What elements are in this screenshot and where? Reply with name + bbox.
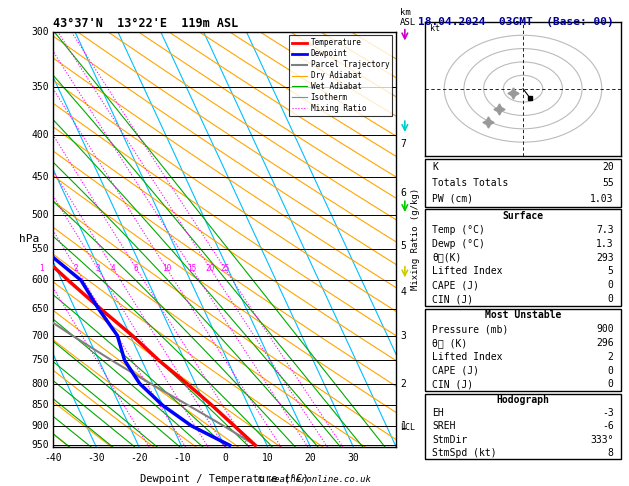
Text: Dewp (°C): Dewp (°C) <box>433 239 486 249</box>
Text: Temp (°C): Temp (°C) <box>433 225 486 235</box>
Text: 1: 1 <box>39 264 43 273</box>
Text: 8: 8 <box>608 448 613 458</box>
Text: 1: 1 <box>401 421 406 431</box>
Text: 500: 500 <box>31 210 49 220</box>
Text: Dewpoint / Temperature (°C): Dewpoint / Temperature (°C) <box>140 474 309 484</box>
Text: StmDir: StmDir <box>433 434 468 445</box>
Text: -40: -40 <box>45 453 62 463</box>
Text: 750: 750 <box>31 355 49 365</box>
Legend: Temperature, Dewpoint, Parcel Trajectory, Dry Adiabat, Wet Adiabat, Isotherm, Mi: Temperature, Dewpoint, Parcel Trajectory… <box>289 35 392 116</box>
Text: SREH: SREH <box>433 421 456 432</box>
Text: Most Unstable: Most Unstable <box>485 311 561 320</box>
Text: 7.3: 7.3 <box>596 225 613 235</box>
Text: CIN (J): CIN (J) <box>433 294 474 304</box>
Text: -6: -6 <box>602 421 613 432</box>
Text: θᴇ(K): θᴇ(K) <box>433 253 462 262</box>
Text: 10: 10 <box>262 453 274 463</box>
Text: EH: EH <box>433 408 444 418</box>
Text: 6: 6 <box>134 264 138 273</box>
Text: 6: 6 <box>401 188 406 198</box>
Text: 2: 2 <box>401 379 406 389</box>
Text: 2: 2 <box>608 352 613 362</box>
Text: Pressure (mb): Pressure (mb) <box>433 324 509 334</box>
Text: StmSpd (kt): StmSpd (kt) <box>433 448 497 458</box>
Text: 1.03: 1.03 <box>590 194 613 204</box>
Text: 800: 800 <box>31 379 49 389</box>
Text: 400: 400 <box>31 130 49 140</box>
Text: 900: 900 <box>31 421 49 431</box>
Text: km
ASL: km ASL <box>399 8 416 27</box>
Text: 0: 0 <box>608 280 613 290</box>
Text: CIN (J): CIN (J) <box>433 380 474 389</box>
Text: 950: 950 <box>31 440 49 450</box>
Text: 1.3: 1.3 <box>596 239 613 249</box>
Text: 3: 3 <box>95 264 99 273</box>
Text: 333°: 333° <box>590 434 613 445</box>
Text: -20: -20 <box>130 453 148 463</box>
Text: 5: 5 <box>608 266 613 277</box>
Text: 7: 7 <box>401 139 406 149</box>
Text: 20: 20 <box>304 453 316 463</box>
Text: CAPE (J): CAPE (J) <box>433 280 479 290</box>
Text: 293: 293 <box>596 253 613 262</box>
Text: 350: 350 <box>31 82 49 92</box>
Text: 450: 450 <box>31 172 49 182</box>
Text: 4: 4 <box>401 287 406 297</box>
Text: 0: 0 <box>608 294 613 304</box>
Text: LCL: LCL <box>401 423 415 433</box>
Text: -3: -3 <box>602 408 613 418</box>
Text: -30: -30 <box>87 453 105 463</box>
Text: 10: 10 <box>162 264 171 273</box>
Text: -10: -10 <box>173 453 191 463</box>
Text: 900: 900 <box>596 324 613 334</box>
Text: 15: 15 <box>187 264 196 273</box>
Text: 0: 0 <box>608 365 613 376</box>
Text: Hodograph: Hodograph <box>496 395 550 405</box>
Text: 20: 20 <box>206 264 214 273</box>
Text: PW (cm): PW (cm) <box>433 194 474 204</box>
Text: 4: 4 <box>111 264 115 273</box>
Text: 0: 0 <box>222 453 228 463</box>
Text: Surface: Surface <box>503 211 543 221</box>
Text: 700: 700 <box>31 330 49 341</box>
Text: 3: 3 <box>401 330 406 341</box>
Text: 300: 300 <box>31 27 49 36</box>
Text: 600: 600 <box>31 276 49 285</box>
Text: 2: 2 <box>74 264 78 273</box>
Text: 43°37'N  13°22'E  119m ASL: 43°37'N 13°22'E 119m ASL <box>53 17 239 31</box>
Text: © weatheronline.co.uk: © weatheronline.co.uk <box>258 474 371 484</box>
Text: 550: 550 <box>31 244 49 254</box>
Text: K: K <box>433 162 438 172</box>
Text: Mixing Ratio (g/kg): Mixing Ratio (g/kg) <box>411 188 420 291</box>
Text: 30: 30 <box>348 453 359 463</box>
Text: 55: 55 <box>602 178 613 188</box>
Text: kt: kt <box>430 24 440 33</box>
Text: CAPE (J): CAPE (J) <box>433 365 479 376</box>
Text: 296: 296 <box>596 338 613 348</box>
Text: 0: 0 <box>608 380 613 389</box>
Text: Lifted Index: Lifted Index <box>433 266 503 277</box>
Text: 5: 5 <box>401 241 406 251</box>
Text: Lifted Index: Lifted Index <box>433 352 503 362</box>
Text: 650: 650 <box>31 304 49 314</box>
Text: θᴇ (K): θᴇ (K) <box>433 338 468 348</box>
Text: 25: 25 <box>220 264 229 273</box>
Text: 18.04.2024  03GMT  (Base: 00): 18.04.2024 03GMT (Base: 00) <box>418 17 614 27</box>
Text: 20: 20 <box>602 162 613 172</box>
Text: 850: 850 <box>31 400 49 410</box>
Text: hPa: hPa <box>19 234 40 244</box>
Text: Totals Totals: Totals Totals <box>433 178 509 188</box>
